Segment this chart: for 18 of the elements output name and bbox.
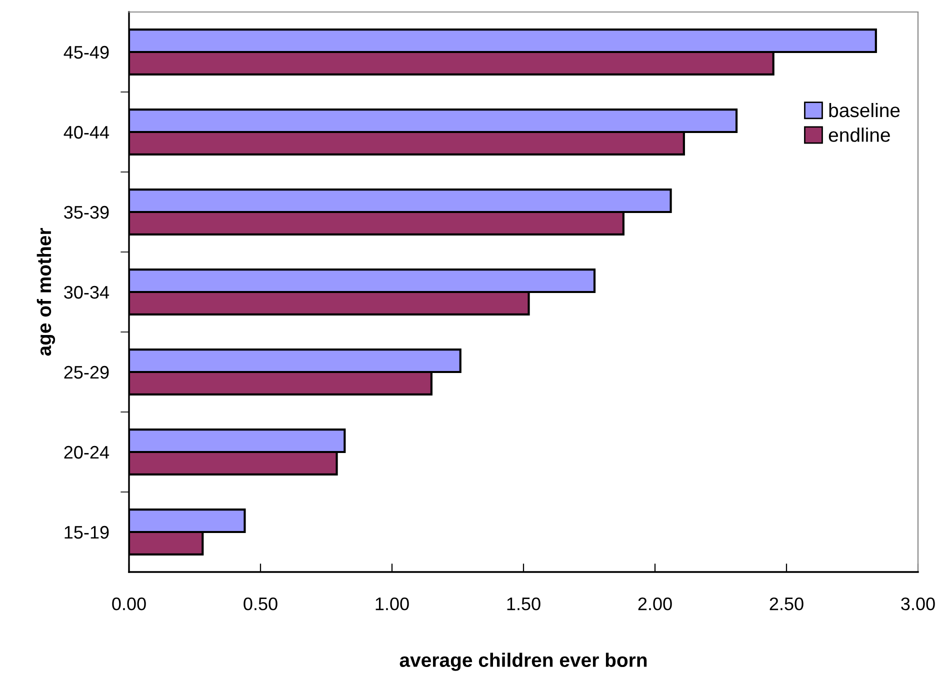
y-tick-label: 40-44 [64,126,110,139]
y-tick-label: 35-39 [64,206,109,219]
legend-label: baseline [829,102,900,118]
x-tick-label: 3.00 [901,597,935,610]
y-tick-label: 20-24 [64,446,110,459]
legend-label: endline [828,128,890,142]
y-tick-label: 15-19 [64,526,109,539]
x-axis-title: average children ever born [400,652,647,671]
x-tick-label: 2.50 [770,597,804,610]
y-tick-label: 30-34 [64,286,110,299]
x-tick-label: 1.50 [507,597,540,610]
x-tick-label: 0.00 [112,597,146,610]
x-tick-label: 0.50 [244,597,278,610]
x-tick-label: 1.00 [376,597,409,610]
x-tick-label: 2.00 [638,597,672,610]
y-axis-title: age of mother [36,228,56,356]
y-tick-label: 45-49 [64,46,109,59]
y-tick-label: 25-29 [64,366,109,379]
